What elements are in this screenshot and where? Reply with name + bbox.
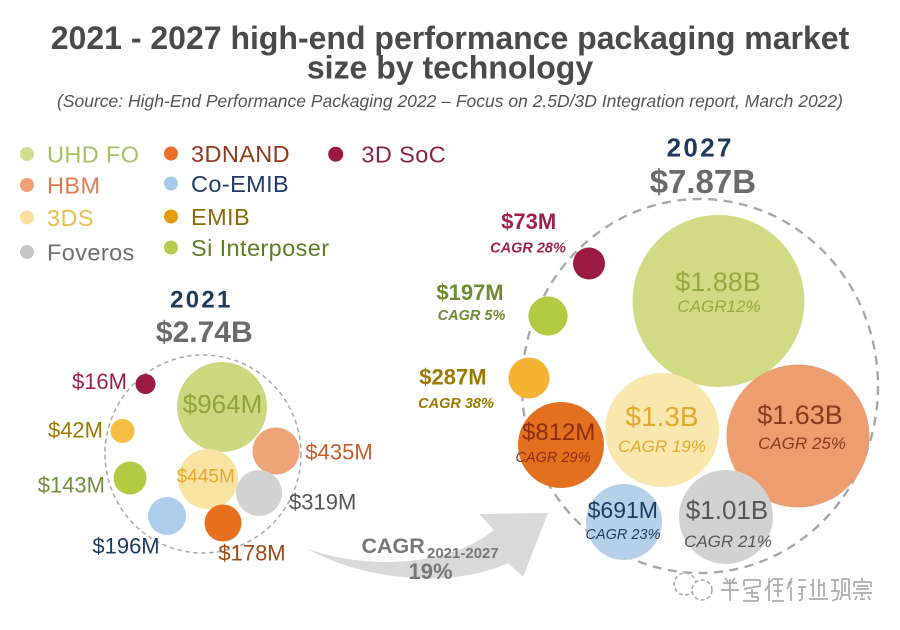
svg-text:2021-2027: 2021-2027 (427, 545, 499, 562)
svg-text:$445M: $445M (177, 467, 235, 488)
svg-text:$287M: $287M (419, 365, 486, 390)
svg-text:2021 - 2027 high-end performan: 2021 - 2027 high-end performance packagi… (51, 20, 850, 56)
svg-text:$178M: $178M (218, 541, 285, 566)
svg-text:CAGR 29%: CAGR 29% (516, 450, 591, 466)
svg-text:Foveros: Foveros (47, 240, 135, 266)
svg-text:(Source: High-End Performance: (Source: High-End Performance Packaging … (57, 91, 843, 111)
svg-text:$691M: $691M (588, 497, 658, 523)
svg-text:$1.01B: $1.01B (686, 495, 768, 525)
svg-text:3DNAND: 3DNAND (191, 141, 290, 167)
svg-text:3D SoC: 3D SoC (361, 142, 446, 168)
svg-text:CAGR 19%: CAGR 19% (618, 437, 706, 456)
svg-text:CAGR: CAGR (362, 534, 426, 558)
svg-text:Si Interposer: Si Interposer (191, 235, 329, 261)
svg-text:19%: 19% (408, 559, 452, 584)
svg-text:CAGR 5%: CAGR 5% (438, 308, 506, 324)
svg-text:$812M: $812M (522, 419, 595, 446)
svg-text:$1.88B: $1.88B (675, 267, 761, 297)
svg-text:$196M: $196M (92, 534, 159, 559)
svg-text:EMIB: EMIB (191, 204, 250, 230)
svg-text:$1.63B: $1.63B (757, 400, 843, 430)
svg-text:$42M: $42M (48, 418, 103, 443)
svg-text:size by technology: size by technology (307, 50, 593, 86)
svg-text:UHD FO: UHD FO (47, 142, 139, 168)
svg-text:$143M: $143M (38, 473, 105, 498)
svg-text:CAGR 21%: CAGR 21% (684, 532, 772, 551)
svg-text:3DS: 3DS (47, 205, 94, 231)
svg-text:$7.87B: $7.87B (650, 163, 756, 200)
svg-text:2027: 2027 (667, 132, 734, 162)
svg-text:$16M: $16M (72, 369, 127, 394)
svg-text:$1.3B: $1.3B (625, 401, 698, 432)
svg-text:HBM: HBM (47, 173, 100, 199)
svg-text:$319M: $319M (289, 490, 356, 515)
svg-text:CAGR 23%: CAGR 23% (586, 527, 661, 543)
svg-text:CAGR 25%: CAGR 25% (758, 434, 846, 453)
svg-text:2021: 2021 (170, 286, 233, 313)
svg-text:$435M: $435M (305, 440, 372, 465)
svg-text:CAGR12%: CAGR12% (677, 297, 760, 316)
svg-text:$2.74B: $2.74B (156, 316, 253, 349)
svg-text:CAGR 38%: CAGR 38% (418, 396, 494, 412)
svg-text:$73M: $73M (501, 209, 556, 234)
svg-text:$197M: $197M (436, 280, 503, 305)
svg-text:CAGR 28%: CAGR 28% (490, 241, 566, 257)
svg-text:Co-EMIB: Co-EMIB (191, 171, 289, 197)
svg-text:$964M: $964M (183, 389, 263, 419)
